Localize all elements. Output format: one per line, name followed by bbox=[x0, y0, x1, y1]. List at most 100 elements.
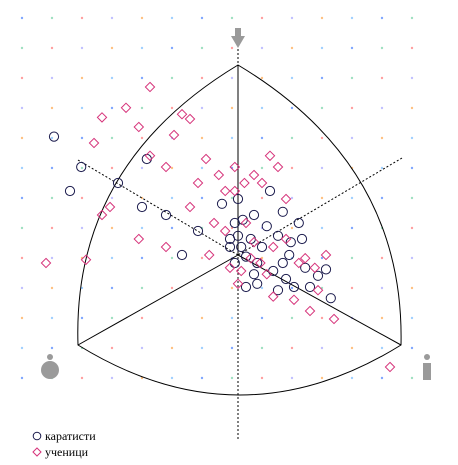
grid-dot bbox=[350, 286, 354, 290]
grid-dot bbox=[200, 46, 204, 50]
data-point-karatisti bbox=[141, 153, 152, 165]
grid-dot bbox=[410, 136, 414, 140]
grid-dot bbox=[140, 226, 144, 230]
series-karatisti bbox=[48, 131, 336, 304]
data-point-karatisti bbox=[240, 281, 252, 293]
data-point-karatisti bbox=[272, 230, 284, 241]
grid-dot bbox=[170, 166, 174, 170]
grid-dot bbox=[110, 226, 114, 230]
top-corner-arrow-icon bbox=[231, 28, 245, 48]
data-point-uchenici bbox=[261, 268, 273, 280]
grid-dot bbox=[200, 136, 204, 140]
grid-dot bbox=[410, 226, 414, 230]
grid-dot bbox=[410, 316, 414, 320]
data-point-uchenici bbox=[104, 201, 116, 213]
data-point-karatisti bbox=[48, 131, 60, 142]
grid-dot bbox=[260, 16, 264, 20]
grid-dot bbox=[230, 106, 234, 110]
grid-dot bbox=[260, 256, 264, 260]
grid-dot bbox=[50, 46, 54, 50]
grid-dot bbox=[110, 346, 114, 350]
left-corner-ball-icon bbox=[41, 354, 59, 379]
grid-dot bbox=[260, 136, 264, 140]
grid-dot bbox=[380, 286, 384, 290]
grid-dot bbox=[350, 46, 354, 50]
grid-dot bbox=[50, 76, 54, 80]
grid-dot bbox=[200, 166, 204, 170]
grid-dot bbox=[110, 106, 114, 110]
grid-dot bbox=[140, 316, 144, 320]
grid-dot bbox=[320, 106, 324, 110]
grid-dot bbox=[110, 286, 114, 290]
data-point-karatisti bbox=[248, 209, 260, 221]
data-point-karatisti bbox=[325, 293, 336, 304]
grid-dot bbox=[230, 16, 234, 20]
grid-dot bbox=[140, 166, 144, 170]
grid-dot bbox=[80, 76, 84, 80]
data-point-uchenici bbox=[280, 233, 292, 245]
grid-dot bbox=[20, 376, 24, 380]
data-point-karatisti bbox=[136, 201, 148, 213]
data-point-uchenici bbox=[240, 217, 252, 229]
grid-dot bbox=[320, 256, 324, 260]
data-point-uchenici bbox=[248, 169, 260, 181]
grid-dot bbox=[170, 346, 174, 350]
grid-dot bbox=[380, 166, 384, 170]
grid-dot bbox=[50, 286, 54, 290]
data-point-uchenici bbox=[133, 121, 145, 133]
data-point-karatisti bbox=[216, 198, 228, 209]
grid-dot bbox=[200, 316, 204, 320]
axis-line-right bbox=[237, 254, 402, 346]
grid-dot bbox=[200, 106, 204, 110]
data-point-uchenici bbox=[192, 177, 204, 189]
grid-dot bbox=[380, 256, 384, 260]
grid-dot bbox=[170, 286, 174, 290]
grid-dot bbox=[80, 46, 84, 50]
data-point-uchenici bbox=[384, 361, 396, 373]
data-point-uchenici bbox=[144, 150, 156, 162]
data-point-karatisti bbox=[256, 241, 268, 253]
data-point-uchenici bbox=[256, 177, 268, 189]
legend-label-karatisti: каратисти bbox=[45, 429, 96, 443]
grid-dot bbox=[110, 316, 114, 320]
grid-dot bbox=[230, 136, 234, 140]
data-point-karatisti bbox=[245, 233, 256, 245]
grid-dot bbox=[380, 196, 384, 200]
grid-dot bbox=[50, 136, 54, 140]
background-dot-grid bbox=[20, 16, 414, 380]
grid-dot bbox=[200, 76, 204, 80]
grid-dot bbox=[140, 346, 144, 350]
grid-dot bbox=[200, 256, 204, 260]
data-point-uchenici bbox=[293, 257, 305, 269]
grid-dot bbox=[140, 16, 144, 20]
data-point-uchenici bbox=[267, 291, 279, 302]
grid-dot bbox=[260, 316, 264, 320]
data-point-uchenici bbox=[160, 241, 172, 253]
data-point-karatisti bbox=[264, 185, 276, 197]
grid-dot bbox=[410, 346, 414, 350]
data-point-uchenici bbox=[219, 225, 231, 237]
grid-dot bbox=[80, 196, 84, 200]
grid-dot bbox=[290, 286, 294, 290]
grid-dot bbox=[230, 346, 234, 350]
data-point-uchenici bbox=[203, 249, 215, 261]
data-point-karatisti bbox=[277, 257, 288, 269]
right-corner-i-icon bbox=[423, 354, 431, 380]
grid-dot bbox=[80, 16, 84, 20]
grid-dot bbox=[380, 106, 384, 110]
grid-dot bbox=[410, 196, 414, 200]
grid-dot bbox=[20, 76, 24, 80]
grid-dot bbox=[230, 76, 234, 80]
data-point-uchenici bbox=[96, 112, 108, 123]
grid-dot bbox=[350, 256, 354, 260]
grid-dot bbox=[410, 106, 414, 110]
grid-dot bbox=[320, 16, 324, 20]
grid-dot bbox=[170, 316, 174, 320]
data-point-uchenici bbox=[176, 108, 188, 120]
grid-dot bbox=[290, 16, 294, 20]
data-point-uchenici bbox=[80, 254, 92, 266]
series-uchenici bbox=[40, 81, 396, 373]
data-point-karatisti bbox=[224, 241, 236, 253]
grid-dot bbox=[170, 376, 174, 380]
grid-dot bbox=[170, 226, 174, 230]
